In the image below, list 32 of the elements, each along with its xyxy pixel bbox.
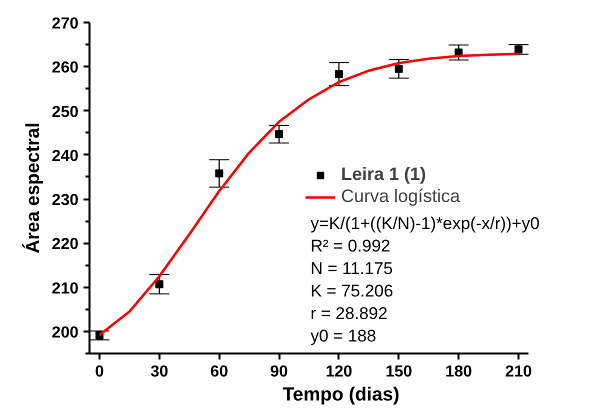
- point: [275, 130, 284, 138]
- y-tick-label: 260: [52, 60, 79, 77]
- x-tick-label: 60: [210, 364, 228, 380]
- annotation: y=K/(1+((K/N)-1)*exp(-x/r))+y0: [310, 214, 540, 233]
- annotation: R² = 0.992: [310, 236, 390, 256]
- y-tick-label: 270: [52, 16, 79, 32]
- x-tick-label: 0: [95, 364, 104, 380]
- y-tick-label: 200: [52, 324, 79, 342]
- annotation: N = 11.175: [310, 259, 393, 278]
- y-tick-label: 220: [52, 236, 79, 254]
- point: [514, 45, 523, 54]
- x-axis-title: Tempo (dias): [282, 384, 400, 406]
- y-axis-title: Área espectral: [22, 122, 44, 254]
- y-tick-label: 250: [52, 104, 79, 121]
- annotation: K = 75.206: [310, 282, 394, 300]
- x-tick-label: 210: [505, 364, 532, 380]
- point: [215, 169, 224, 178]
- point: [394, 64, 403, 73]
- point: [155, 280, 164, 288]
- point: [334, 70, 343, 78]
- x-tick-label: 180: [445, 364, 472, 380]
- x-tick-label: 30: [150, 364, 168, 380]
- annotation: r = 28.892: [310, 304, 388, 323]
- y-tick-label: 210: [52, 280, 79, 298]
- legend-label: Leira 1 (1): [341, 164, 426, 185]
- annotation: y0 = 188: [310, 326, 376, 346]
- x-tick-label: 90: [270, 364, 288, 380]
- x-tick-label: 150: [385, 364, 412, 380]
- y-tick-label: 230: [52, 192, 79, 210]
- y-tick-label: 240: [52, 148, 79, 165]
- legend-label: Curva logística: [341, 186, 460, 207]
- x-tick-label: 120: [326, 364, 352, 380]
